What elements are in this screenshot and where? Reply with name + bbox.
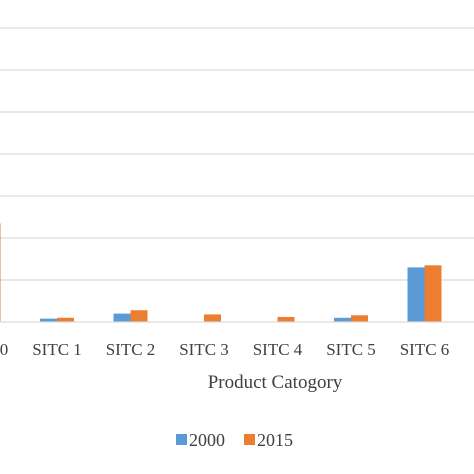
legend-swatch <box>244 434 255 445</box>
legend: 2000 2015 <box>176 430 293 450</box>
bar-2015-sitc-6 <box>424 265 442 322</box>
bar-2000-sitc-2 <box>113 313 131 322</box>
legend-swatch <box>176 434 187 445</box>
gridlines <box>0 27 474 281</box>
bar-2000-sitc-6 <box>407 267 425 322</box>
x-tick-labels: SITC 0 SITC 1 SITC 2 SITC 3 SITC 4 SITC 5 SITC… <box>0 340 474 359</box>
bar-2015-sitc-1 <box>57 317 74 322</box>
x-tick-label: SITC 2 <box>106 340 156 359</box>
bar-2015-sitc-3 <box>204 314 221 322</box>
x-tick-label: SITC 1 <box>32 340 82 359</box>
bar-2015-sitc-0 <box>0 223 1 322</box>
bars <box>0 223 442 322</box>
x-axis-title: Product Catogory <box>208 372 343 393</box>
x-tick-label: SITC 3 <box>179 340 229 359</box>
x-tick-label: SITC 6 <box>400 340 450 359</box>
x-tick-label: SITC 0 <box>0 340 8 359</box>
bar-2015-sitc-5 <box>351 315 368 322</box>
bar-2000-sitc-5 <box>334 317 351 322</box>
x-tick-label: SITC 5 <box>326 340 376 359</box>
legend-label: 2000 <box>189 430 225 450</box>
bar-2015-sitc-2 <box>130 310 148 322</box>
bar-2015-sitc-4 <box>277 316 295 322</box>
x-tick-label: SITC 4 <box>253 340 303 359</box>
legend-label: 2015 <box>257 430 293 450</box>
bar-2000-sitc-1 <box>40 318 57 322</box>
